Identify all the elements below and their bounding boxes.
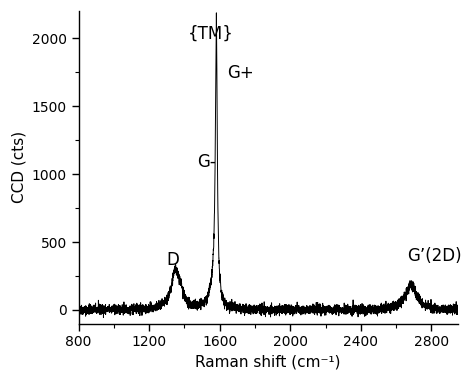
Text: {TM}: {TM} (188, 24, 234, 42)
Text: G’(2D): G’(2D) (407, 247, 461, 265)
Text: G-: G- (197, 154, 216, 171)
X-axis label: Raman shift (cm⁻¹): Raman shift (cm⁻¹) (195, 355, 341, 370)
Y-axis label: CCD (cts): CCD (cts) (11, 131, 26, 203)
Text: D: D (166, 251, 179, 269)
Text: G+: G+ (227, 64, 254, 82)
